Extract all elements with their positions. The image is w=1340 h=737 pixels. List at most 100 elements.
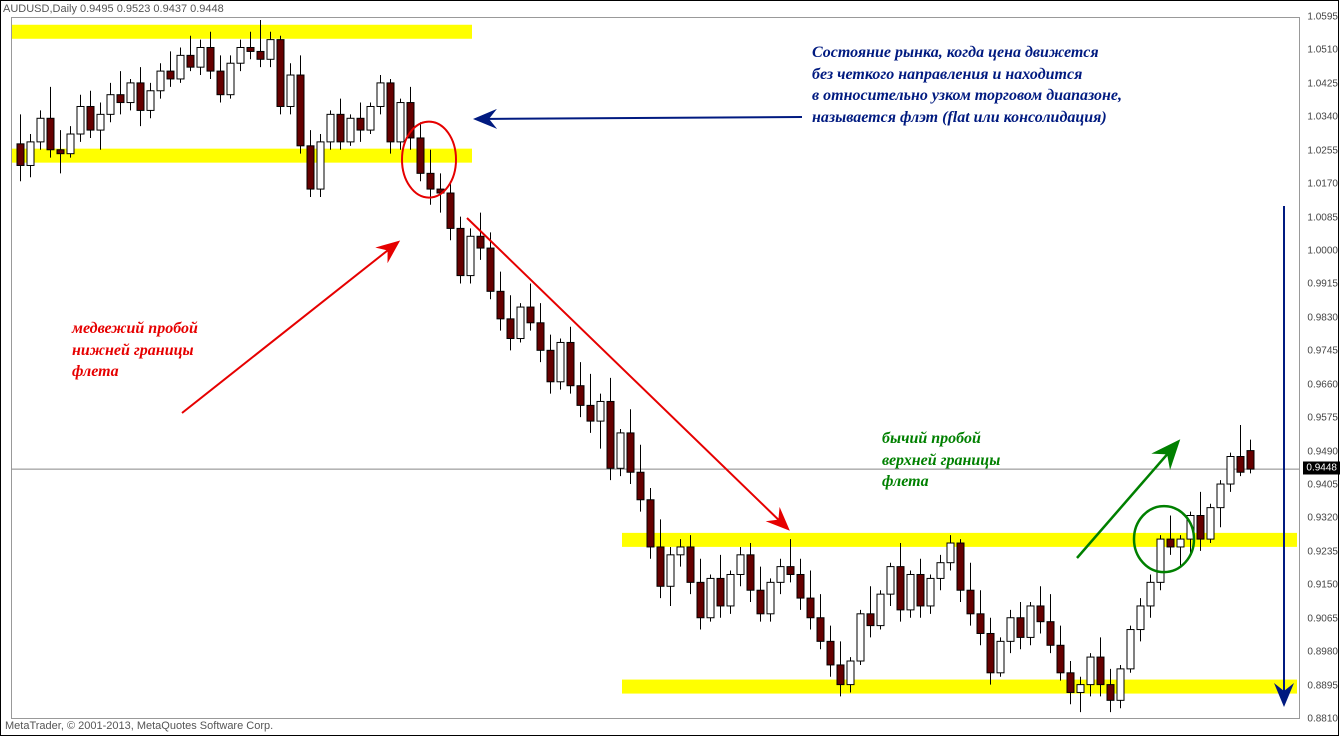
candle-body <box>427 173 434 189</box>
candle-body <box>917 574 924 605</box>
candle-body <box>447 193 454 228</box>
annotation-arrow <box>467 218 787 528</box>
candle-body <box>507 319 514 339</box>
y-tick: 1.0340 <box>1307 112 1338 123</box>
candle-body <box>1087 657 1094 685</box>
app-frame: AUDUSD,Daily 0.9495 0.9523 0.9437 0.9448… <box>0 0 1339 736</box>
flat-zone-bar <box>12 25 472 39</box>
candle-body <box>367 106 374 130</box>
candle-body <box>157 71 164 91</box>
y-tick: 0.9065 <box>1307 613 1338 624</box>
candle-body <box>1217 484 1224 508</box>
candle-body <box>1047 622 1054 646</box>
candle-body <box>967 590 974 614</box>
candle-body <box>1127 630 1134 669</box>
candle-body <box>1067 673 1074 693</box>
candle-body <box>167 71 174 79</box>
candle-body <box>1227 457 1234 485</box>
candle-body <box>1007 618 1014 642</box>
y-tick: 0.9235 <box>1307 546 1338 557</box>
candle-body <box>517 307 524 338</box>
y-tick: 1.0000 <box>1307 246 1338 257</box>
candle-body <box>537 323 544 351</box>
candle-body <box>187 55 194 67</box>
candle-body <box>1247 451 1254 469</box>
candle-body <box>1237 457 1244 473</box>
candle-body <box>47 118 54 149</box>
candle-body <box>347 118 354 142</box>
candle-body <box>717 578 724 606</box>
annot-flat-definition: Состояние рынка, когда цена движется без… <box>812 42 1122 128</box>
y-tick: 0.9575 <box>1307 413 1338 424</box>
candle-body <box>857 614 864 661</box>
candle-body <box>87 106 94 130</box>
y-tick: 0.9490 <box>1307 446 1338 457</box>
candle-body <box>827 641 834 665</box>
candle-body <box>287 75 294 106</box>
y-tick: 0.9745 <box>1307 346 1338 357</box>
candle-body <box>617 433 624 468</box>
candle-body <box>807 598 814 618</box>
candle-body <box>467 236 474 275</box>
y-tick: 0.9320 <box>1307 513 1338 524</box>
candle-body <box>397 103 404 142</box>
candle-body <box>377 83 384 107</box>
candle-body <box>997 641 1004 672</box>
flat-zone-bar <box>622 680 1297 694</box>
candle-body <box>797 574 804 598</box>
symbol-title: AUDUSD,Daily 0.9495 0.9523 0.9437 0.9448 <box>3 3 224 15</box>
y-tick: 0.9915 <box>1307 279 1338 290</box>
candle-body <box>687 547 694 582</box>
candle-body <box>357 118 364 130</box>
candle-body <box>737 555 744 575</box>
candle-body <box>1017 618 1024 638</box>
candle-body <box>817 618 824 642</box>
candle-body <box>767 582 774 613</box>
candle-body <box>927 578 934 606</box>
candle-body <box>547 350 554 381</box>
candle-body <box>107 95 114 115</box>
candle-body <box>487 248 494 291</box>
candle-body <box>477 236 484 248</box>
candle-body <box>307 146 314 189</box>
candle-body <box>607 401 614 468</box>
y-tick: 1.0170 <box>1307 179 1338 190</box>
candle-body <box>887 567 894 595</box>
candle-body <box>877 594 884 625</box>
candle-body <box>777 567 784 583</box>
candle-body <box>57 150 64 154</box>
candle-body <box>1197 515 1204 539</box>
candle-body <box>297 75 304 146</box>
y-tick: 0.9405 <box>1307 480 1338 491</box>
candle-body <box>137 83 144 111</box>
candle-body <box>237 47 244 63</box>
candle-body <box>227 63 234 94</box>
last-price-tag: 0.9448 <box>1303 462 1340 475</box>
candle-body <box>27 142 34 166</box>
annot-bullish-breakout: бычий пробой верхней границы флета <box>882 428 1000 493</box>
candle-body <box>327 114 334 142</box>
candle-body <box>177 55 184 79</box>
candle-body <box>1157 539 1164 582</box>
candle-body <box>977 614 984 634</box>
candle-body <box>387 83 394 142</box>
y-tick: 1.0255 <box>1307 145 1338 156</box>
candle-body <box>37 118 44 142</box>
candle-body <box>77 106 84 134</box>
annot-bearish-breakout: медвежий пробой нижней границы флета <box>72 318 198 383</box>
candle-body <box>947 543 954 563</box>
candle-body <box>117 95 124 103</box>
candle-body <box>577 386 584 406</box>
y-tick: 0.8810 <box>1307 714 1338 725</box>
candle-body <box>1177 539 1184 547</box>
candle-body <box>257 51 264 59</box>
candle-body <box>1097 657 1104 685</box>
candle-body <box>97 114 104 130</box>
candle-body <box>667 555 674 586</box>
chart-area[interactable]: Состояние рынка, когда цена движется без… <box>11 17 1300 719</box>
candle-body <box>557 342 564 381</box>
candle-body <box>207 47 214 71</box>
candle-body <box>457 228 464 275</box>
y-axis: 1.05951.05101.04251.03401.02551.01701.00… <box>1300 17 1340 719</box>
candle-body <box>747 555 754 590</box>
